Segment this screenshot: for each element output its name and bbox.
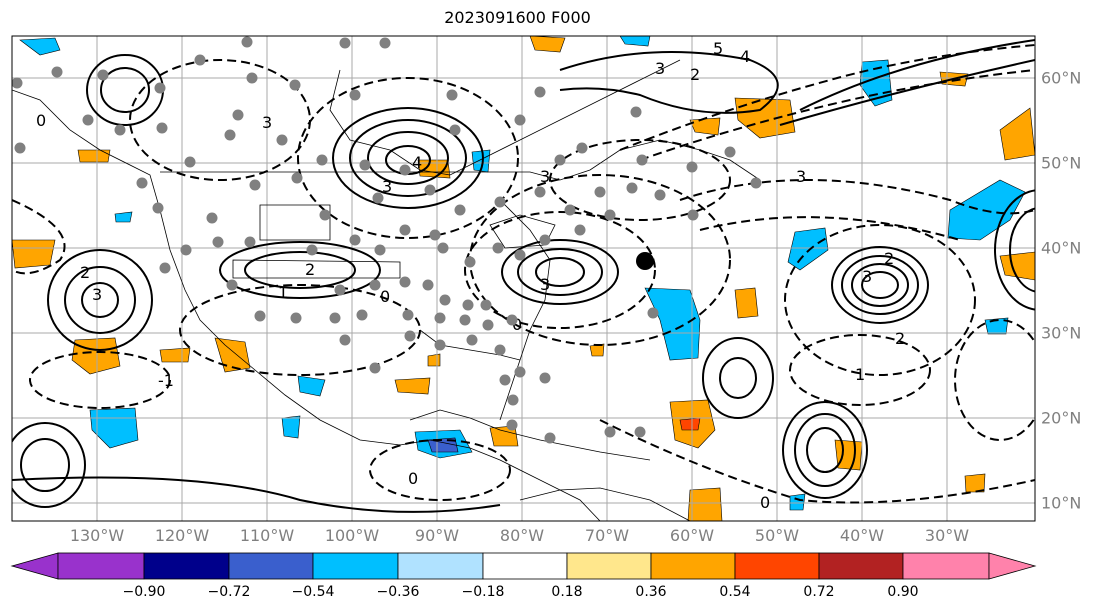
svg-text:0: 0 bbox=[512, 315, 522, 334]
svg-text:3: 3 bbox=[540, 167, 550, 186]
colorbar-tick-label: 0.90 bbox=[887, 584, 919, 600]
positive-contours bbox=[12, 39, 1035, 513]
map-area: 5 4 3 2 4 3 2 1 0 3 2 -1 3 2 2 3 3 3 0 0… bbox=[12, 36, 1035, 521]
colorbar-bin bbox=[312, 552, 399, 580]
colorbar-bin bbox=[988, 552, 1037, 580]
svg-text:1: 1 bbox=[855, 365, 865, 384]
colorbar bbox=[10, 552, 1037, 580]
station-markers bbox=[12, 36, 762, 444]
lon-label: 130°W bbox=[69, 526, 125, 545]
svg-text:3: 3 bbox=[382, 177, 392, 196]
svg-text:3: 3 bbox=[262, 113, 272, 132]
lon-label: 60°W bbox=[669, 526, 715, 545]
colorbar-bin bbox=[228, 552, 314, 580]
lon-label: 90°W bbox=[414, 526, 460, 545]
colorbar-bin bbox=[482, 552, 568, 580]
lat-label: 60°N bbox=[1041, 68, 1082, 88]
negative-contours bbox=[12, 44, 1035, 504]
svg-text:4: 4 bbox=[740, 47, 750, 66]
lon-label: 100°W bbox=[324, 526, 380, 545]
colorbar-bin bbox=[397, 552, 484, 580]
colorbar-tick-label: −0.54 bbox=[291, 584, 335, 600]
svg-text:3: 3 bbox=[540, 275, 550, 294]
svg-text:3: 3 bbox=[796, 167, 806, 186]
colorbar-bin bbox=[57, 552, 145, 580]
lon-label: 40°W bbox=[839, 526, 885, 545]
svg-text:3: 3 bbox=[92, 285, 102, 304]
map-title: 2023091600 F000 bbox=[444, 8, 591, 27]
lon-label: 120°W bbox=[154, 526, 210, 545]
contour-labels: 5 4 3 2 4 3 2 1 0 3 2 -1 3 2 2 3 3 3 0 0… bbox=[36, 39, 905, 512]
target-marker bbox=[636, 252, 654, 270]
colorbar-bin bbox=[902, 552, 990, 580]
lat-label: 10°N bbox=[1041, 493, 1082, 513]
colorbar-bin bbox=[818, 552, 904, 580]
svg-text:1: 1 bbox=[278, 283, 288, 302]
lon-label: 110°W bbox=[239, 526, 295, 545]
colorbar-bin bbox=[734, 552, 820, 580]
colorbar-tick-label: 0.36 bbox=[635, 584, 667, 600]
svg-text:2: 2 bbox=[895, 329, 905, 348]
lon-label: 70°W bbox=[584, 526, 630, 545]
svg-text:2: 2 bbox=[690, 65, 700, 84]
lat-label: 50°N bbox=[1041, 153, 1082, 173]
colorbar-tick-label: −0.72 bbox=[207, 584, 251, 600]
colorbar-bin bbox=[10, 552, 59, 580]
lon-label: 80°W bbox=[499, 526, 545, 545]
map-border bbox=[11, 35, 1036, 522]
colorbar-tick-label: −0.90 bbox=[122, 584, 166, 600]
shading-layer bbox=[12, 36, 1035, 521]
svg-text:2: 2 bbox=[305, 260, 315, 279]
svg-text:3: 3 bbox=[862, 267, 872, 286]
svg-text:5: 5 bbox=[713, 39, 723, 58]
colorbar-tick-label: 0.54 bbox=[719, 584, 751, 600]
lon-label: 30°W bbox=[924, 526, 970, 545]
svg-text:0: 0 bbox=[380, 287, 390, 306]
colorbar-tick-label: 0.72 bbox=[803, 584, 835, 600]
svg-text:0: 0 bbox=[36, 111, 46, 130]
svg-text:2: 2 bbox=[884, 249, 894, 268]
lat-label: 40°N bbox=[1041, 238, 1082, 258]
svg-text:0: 0 bbox=[760, 493, 770, 512]
colorbar-bin bbox=[566, 552, 652, 580]
colorbar-tick-label: 0.18 bbox=[551, 584, 583, 600]
colorbar-tick-label: −0.36 bbox=[376, 584, 420, 600]
lat-label: 30°N bbox=[1041, 323, 1082, 343]
svg-text:0: 0 bbox=[408, 469, 418, 488]
colorbar-bin bbox=[143, 552, 230, 580]
colorbar-tick-label: −0.18 bbox=[461, 584, 505, 600]
graticule bbox=[12, 36, 1035, 521]
svg-text:4: 4 bbox=[412, 153, 422, 172]
svg-text:3: 3 bbox=[655, 59, 665, 78]
lat-label: 20°N bbox=[1041, 408, 1082, 428]
svg-text:2: 2 bbox=[80, 263, 90, 282]
colorbar-bin bbox=[650, 552, 736, 580]
lon-label: 50°W bbox=[754, 526, 800, 545]
svg-text:-1: -1 bbox=[158, 371, 174, 390]
